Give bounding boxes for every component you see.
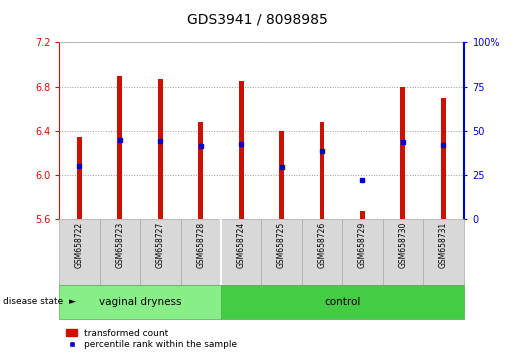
Text: GSM658726: GSM658726 [318,222,327,268]
Bar [441,98,445,219]
Text: GSM658727: GSM658727 [156,222,165,268]
Bar [360,211,365,219]
Bar [180,219,221,285]
Bar [140,219,180,285]
Text: GSM658722: GSM658722 [75,222,84,268]
Bar [302,219,342,285]
Bar [100,219,140,285]
Bar [401,87,405,219]
Bar [117,76,122,219]
Text: GSM658729: GSM658729 [358,222,367,268]
Bar [342,219,383,285]
Text: GSM658725: GSM658725 [277,222,286,268]
Text: GSM658728: GSM658728 [196,222,205,268]
Text: control: control [324,297,360,307]
Bar [423,219,464,285]
Bar [198,122,203,219]
Bar [158,79,163,219]
Bar [221,219,261,285]
Bar [59,285,221,319]
Bar [383,219,423,285]
Bar [279,131,284,219]
Text: GSM658730: GSM658730 [399,222,407,268]
Bar [261,219,302,285]
Text: GDS3941 / 8098985: GDS3941 / 8098985 [187,12,328,27]
Text: GSM658731: GSM658731 [439,222,448,268]
Legend: transformed count, percentile rank within the sample: transformed count, percentile rank withi… [66,329,237,349]
Bar [320,122,324,219]
Text: vaginal dryness: vaginal dryness [99,297,181,307]
Bar [239,81,244,219]
Bar [77,137,82,219]
Bar [221,285,464,319]
Bar [59,219,100,285]
Text: GSM658723: GSM658723 [115,222,124,268]
Text: GSM658724: GSM658724 [237,222,246,268]
Text: disease state  ►: disease state ► [3,297,76,306]
